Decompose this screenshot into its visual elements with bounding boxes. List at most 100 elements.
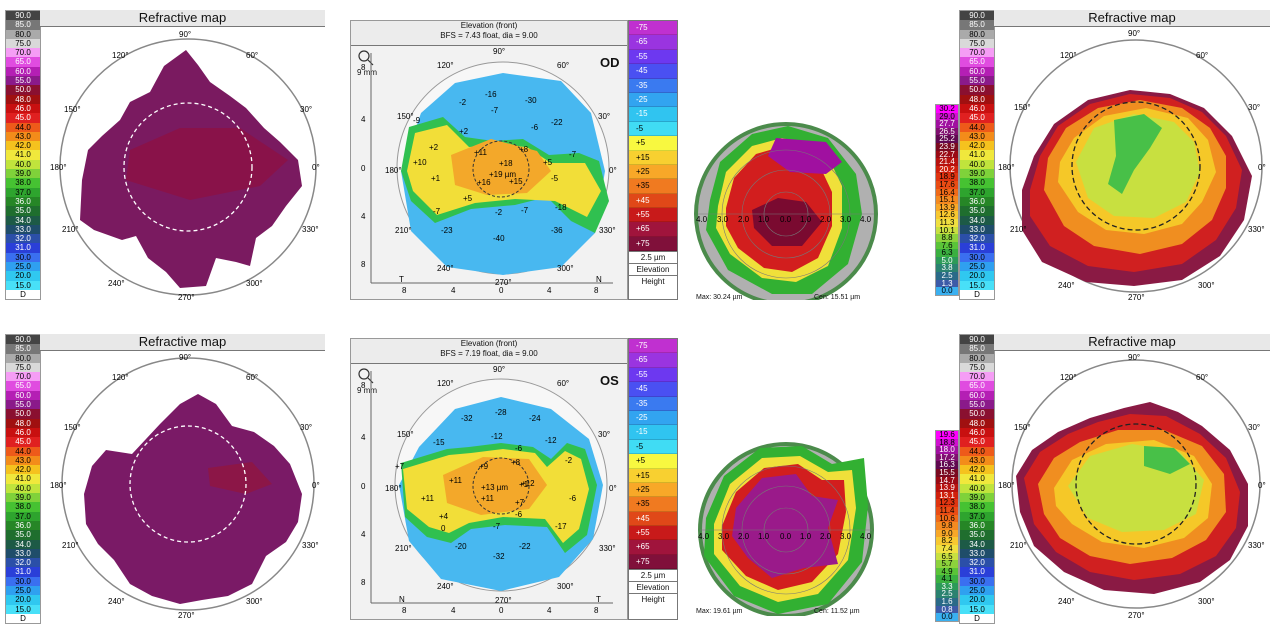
elevation-bar-cell: +45 <box>629 511 677 527</box>
elevation-angle: 30° <box>598 112 610 121</box>
scale-cell: D <box>960 289 994 300</box>
scale-cell: 34.0 <box>960 215 994 225</box>
refractive-map-svg: 90° 120° 60° 150° 30° 180° 0° 210° 330° … <box>998 353 1266 620</box>
elevation-value: -2 <box>459 98 467 107</box>
scale-cell: 8.8 <box>936 234 958 242</box>
ring-label: 1.0 <box>758 532 770 541</box>
scale-cell: 36.0 <box>960 196 994 207</box>
angle-label: 300° <box>1198 597 1215 606</box>
side-label: N <box>596 275 602 284</box>
scale-cell: 42.0 <box>6 141 40 151</box>
scale-cell: 70.0 <box>6 48 40 58</box>
elevation-bar-cell: +75 <box>629 236 677 252</box>
axis-tick: 8 <box>594 286 599 295</box>
ring-label: 4.0 <box>860 215 872 224</box>
ring-label: 1.0 <box>800 215 812 224</box>
scale-cell: 41.0 <box>960 474 994 484</box>
refractive-panel-od-left: Refractive map 90° 120° 60° 150° 30° 180… <box>40 10 325 300</box>
angle-label: 270° <box>178 611 195 620</box>
scale-cell: 7.4 <box>936 544 958 553</box>
angle-label: 150° <box>1014 103 1031 112</box>
scale-cell: 55.0 <box>960 400 994 410</box>
ring-label: 3.0 <box>840 215 852 224</box>
scale-cell: 48.0 <box>6 418 40 428</box>
scale-cell: 13.9 <box>936 203 958 212</box>
angle-label: 90° <box>1128 29 1140 38</box>
scale-cell: 4.1 <box>936 575 958 583</box>
scale-cell: 40.0 <box>960 159 994 170</box>
refractive-title: Refractive map <box>994 10 1270 27</box>
elevation-center-value: +19 µm <box>489 170 516 179</box>
ring-label: 4.0 <box>696 215 708 224</box>
refractive-scale-os-left: 90.0 85.0 80.0 75.0 70.0 65.0 60.0 55.0 50.0 48.0… <box>5 334 41 624</box>
elevation-angle: 150° <box>397 112 414 121</box>
scale-cell: 60.0 <box>960 390 994 401</box>
ring-label: 2.0 <box>820 532 832 541</box>
elevation-panel-od: Elevation (front) BFS = 7.43 float, dia … <box>350 20 628 300</box>
refractive-map-svg: 90° 120° 60° 150° 30° 180° 0° 210° 330° … <box>50 353 320 620</box>
elevation-angle: 90° <box>493 365 505 374</box>
elevation-value: +18 <box>499 159 513 168</box>
scale-cell: 31.0 <box>6 567 40 577</box>
axis-tick: 0 <box>499 286 504 295</box>
angle-label: 120° <box>1060 51 1077 60</box>
elevation-value: -7 <box>433 207 441 216</box>
angle-label: 300° <box>1198 281 1215 290</box>
scale-cell: 35.0 <box>960 530 994 540</box>
scale-cell: 11.4 <box>936 506 958 515</box>
elevation-bar-footer: 2.5 µm <box>629 251 677 264</box>
elevation-angle: 330° <box>599 226 616 235</box>
scale-cell: 36.0 <box>960 520 994 531</box>
scale-cell: 37.0 <box>960 187 994 197</box>
scale-cell: 20.2 <box>936 165 958 174</box>
scale-cell: 25.0 <box>960 262 994 272</box>
angle-label: 180° <box>50 481 67 490</box>
elevation-bar-cell: +65 <box>629 222 677 237</box>
scale-cell: 25.0 <box>6 586 40 596</box>
refractive-scale-od-left: 90.0 85.0 80.0 75.0 70.0 65.0 60.0 55.0 50.0 48.0… <box>5 10 41 301</box>
scale-cell: 0.0 <box>936 613 958 621</box>
scale-cell: 45.0 <box>960 113 994 123</box>
scale-cell: 15.0 <box>6 280 40 290</box>
scale-cell: 33.0 <box>6 224 40 235</box>
elevation-bar-footer: 2.5 µm <box>629 569 677 582</box>
elevation-value: +7 <box>395 462 405 471</box>
scale-cell: 30.0 <box>6 252 40 263</box>
elevation-value: +1 <box>431 174 441 183</box>
scale-cell: 48.0 <box>6 94 40 104</box>
scale-cell: 35.0 <box>6 530 40 540</box>
scale-cell: 43.0 <box>6 455 40 466</box>
angle-label: 120° <box>112 373 129 382</box>
elevation-bar-footer: Height <box>629 593 677 606</box>
scale-cell: 65.0 <box>960 381 994 391</box>
scale-cell: 75.0 <box>960 38 994 49</box>
scale-cell: 32.0 <box>6 558 40 568</box>
elevation-value: +2 <box>429 143 439 152</box>
scale-cell: 1.6 <box>936 598 958 606</box>
zoom-label: 9 mm <box>357 386 377 395</box>
scale-cell: 44.0 <box>6 122 40 132</box>
angle-label: 300° <box>246 597 263 606</box>
thickness-map-svg: 4.0 3.0 2.0 1.0 0.0 1.0 2.0 3.0 4.0 <box>698 442 874 618</box>
scale-cell: 25.0 <box>960 586 994 596</box>
thickness-max: Max: 19.61 µm <box>696 608 743 615</box>
scale-cell: 5.7 <box>936 560 958 568</box>
elevation-value: 0 <box>441 524 446 533</box>
elevation-bar-cell: -5 <box>629 121 677 137</box>
side-label: N <box>399 595 405 604</box>
scale-cell: D <box>6 289 40 300</box>
scale-cell: 44.0 <box>960 122 994 132</box>
elevation-value: +12 <box>521 479 535 488</box>
elevation-value: -7 <box>521 206 529 215</box>
thickness-map-svg: 4.0 3.0 2.0 1.0 0.0 1.0 2.0 3.0 4.0 <box>694 122 878 306</box>
elevation-value: -12 <box>545 436 557 445</box>
elevation-angle: 240° <box>437 264 454 273</box>
elevation-value: +7 <box>515 498 525 507</box>
scale-cell: 15.1 <box>936 196 958 204</box>
elevation-value: +5 <box>543 158 553 167</box>
scale-cell: 80.0 <box>6 29 40 39</box>
elevation-angle: 150° <box>397 430 414 439</box>
thickness-panel-od: 4.0 3.0 2.0 1.0 0.0 1.0 2.0 3.0 4.0 Max:… <box>692 118 886 306</box>
scale-cell: 33.0 <box>960 224 994 235</box>
axis-tick: 4 <box>361 212 366 221</box>
